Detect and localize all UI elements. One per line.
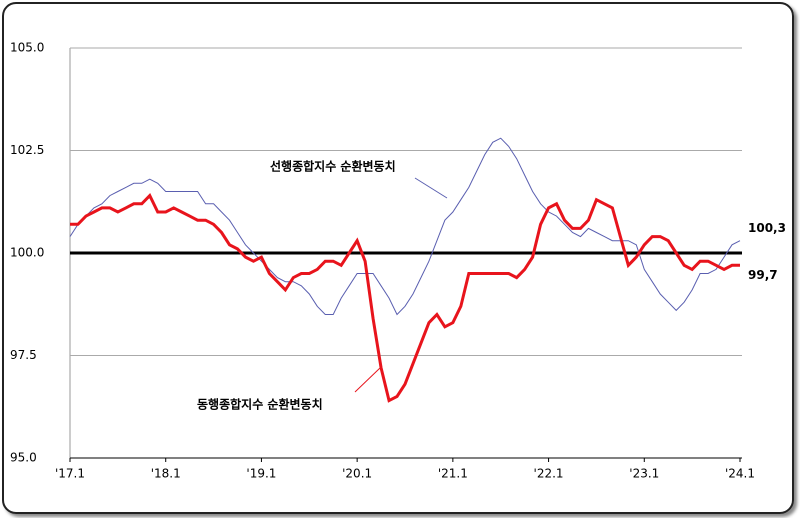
frame: [2, 2, 794, 514]
series-annotation: 선행종합지수 순환변동치: [270, 159, 396, 174]
x-tick-label: '19.1: [246, 467, 276, 481]
x-tick-label: '20.1: [342, 467, 372, 481]
annotation-arrow: [414, 177, 448, 199]
annotation-arrow: [354, 367, 381, 393]
series-line: [70, 193, 740, 403]
y-tick-label: 95.0: [10, 451, 37, 465]
x-tick-label: '22.1: [534, 467, 564, 481]
x-tick-label: '24.1: [725, 467, 755, 481]
x-tick-label: '23.1: [629, 467, 659, 481]
y-tick-label: 100.0: [10, 246, 44, 260]
end-label: 100,3: [748, 221, 786, 235]
y-tick-label: 97.5: [10, 348, 37, 362]
x-tick-label: '18.1: [151, 467, 181, 481]
x-tick-label: '17.1: [55, 467, 85, 481]
end-label: 99,7: [748, 268, 778, 282]
series-annotation: 동행종합지수 순환변동치: [197, 397, 323, 412]
x-tick-label: '21.1: [438, 467, 468, 481]
y-tick-label: 105.0: [10, 41, 44, 55]
series-line: [69, 137, 741, 316]
y-tick-label: 102.5: [10, 143, 44, 157]
